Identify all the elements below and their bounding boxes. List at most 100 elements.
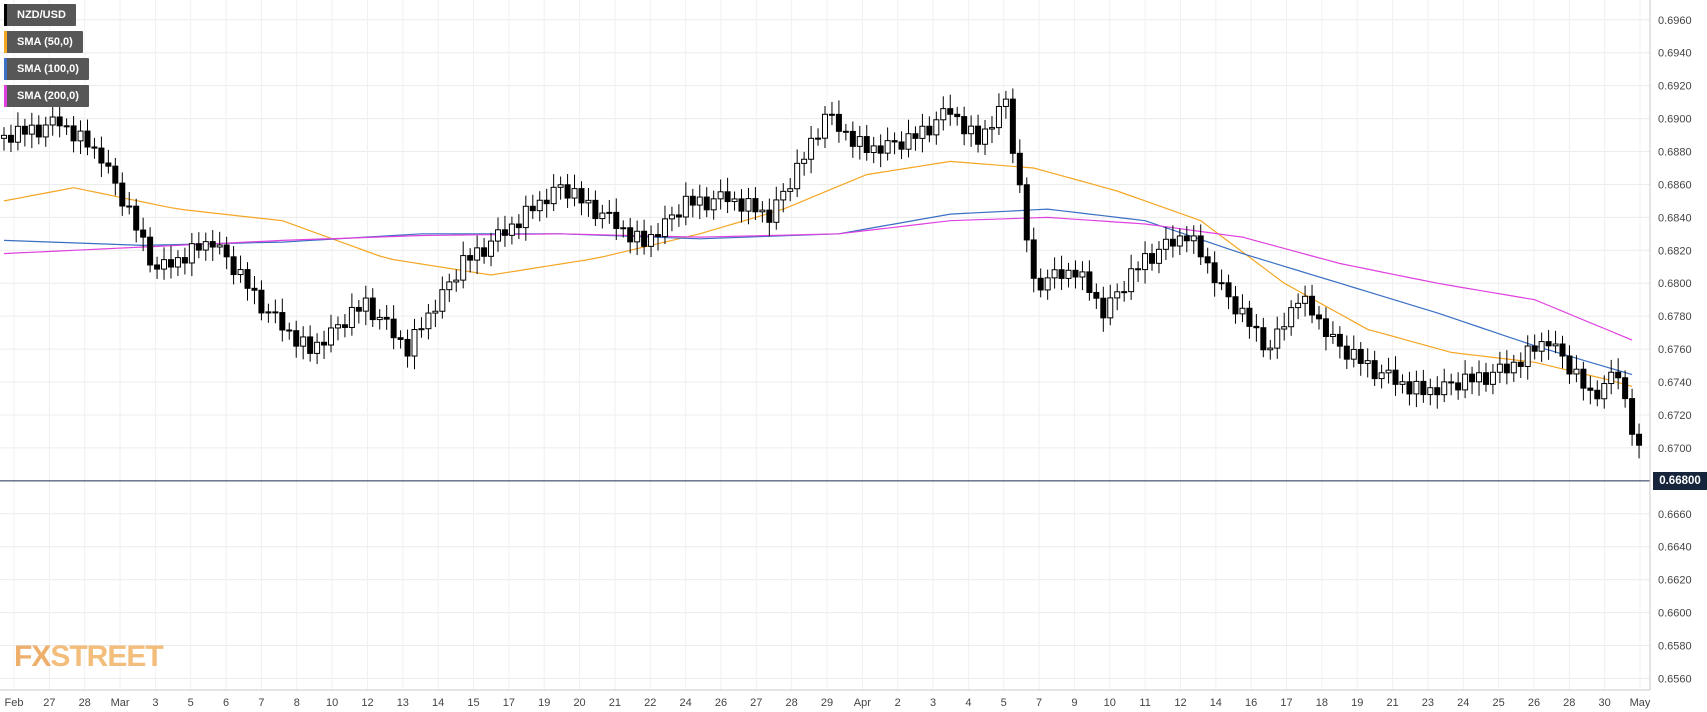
candle [1378, 364, 1385, 389]
candle [376, 309, 383, 330]
candle-body [397, 337, 404, 340]
candle-body [1072, 269, 1079, 278]
candle [286, 322, 293, 340]
candle [905, 119, 912, 158]
candle-body [404, 338, 411, 357]
candle [1615, 358, 1622, 390]
x-tick-label: 14 [1210, 697, 1222, 709]
x-tick-label: 14 [432, 697, 444, 709]
candle-body [1371, 360, 1378, 380]
candle [745, 187, 752, 225]
candle [1, 127, 7, 151]
candle-body [1538, 341, 1545, 352]
x-tick-label: 6 [223, 697, 229, 709]
candle [1100, 286, 1107, 332]
candle-body [585, 199, 592, 204]
candle [1232, 286, 1239, 324]
candle-body [1545, 341, 1552, 347]
candle-body [1044, 277, 1051, 291]
candle-body [613, 211, 620, 229]
legend-sma50-label: SMA (50,0) [17, 36, 73, 48]
candle-body [947, 108, 954, 115]
candle [731, 191, 738, 211]
x-tick-label: 26 [1528, 697, 1540, 709]
candle-body [1246, 307, 1253, 327]
candle [1524, 335, 1531, 380]
candle-body [286, 329, 293, 332]
candle-body [244, 269, 251, 289]
candle-body [1448, 381, 1455, 384]
candle-body [982, 128, 989, 145]
candle [1295, 293, 1302, 320]
candle [1434, 376, 1441, 409]
candle [1093, 283, 1100, 309]
candle-body [1399, 381, 1406, 385]
candle [1552, 330, 1559, 354]
candle [849, 121, 856, 158]
candle [1371, 350, 1378, 387]
candle-body [1580, 368, 1587, 389]
candle-body [1434, 387, 1441, 396]
candle-body [933, 119, 940, 136]
candle-body [1629, 398, 1636, 435]
candle-body [1462, 373, 1469, 391]
candle-body [307, 336, 314, 354]
candle [1559, 335, 1566, 369]
candle-body [369, 297, 376, 321]
sma200-line [3, 216, 1633, 341]
candle-body [258, 289, 265, 314]
candle-body [773, 199, 780, 223]
candle [898, 131, 905, 160]
legend-sma100[interactable]: SMA (100,0) [4, 58, 89, 80]
candle-body [1204, 256, 1211, 264]
candle-body [1336, 333, 1343, 347]
candle-body [321, 341, 328, 346]
candle-body [975, 125, 982, 145]
x-axis: Feb 27 28 Mar 3 5 6 7 8 10 12 13 14 15 17 19 20 21 22 24 26 2… [0, 689, 1651, 709]
candle-body [1622, 377, 1629, 400]
candle [481, 237, 488, 264]
candle [828, 101, 835, 126]
candle-body [188, 243, 195, 264]
candle [362, 285, 369, 326]
candle [780, 183, 787, 213]
logo-street: STREET [50, 640, 163, 673]
candle [223, 236, 230, 270]
candle [1302, 285, 1309, 317]
candle-body [731, 198, 738, 203]
candle [341, 314, 348, 338]
candle-body [1357, 348, 1364, 364]
legend-sma50[interactable]: SMA (50,0) [4, 31, 83, 53]
candle-body [1587, 387, 1594, 391]
candle [216, 231, 223, 255]
candle-body [1322, 318, 1329, 337]
candle-body [418, 328, 425, 331]
candle [272, 299, 279, 324]
candle [1608, 359, 1615, 395]
candle-body [508, 223, 515, 236]
candle [1496, 351, 1503, 383]
candle-body [140, 229, 147, 238]
candle [564, 174, 571, 208]
candle-body [1239, 307, 1246, 315]
candle [1503, 350, 1510, 385]
candle [195, 232, 202, 259]
candle [940, 96, 947, 131]
legend-sma200[interactable]: SMA (200,0) [4, 85, 89, 107]
candle-body [801, 158, 808, 164]
x-tick-label: 16 [1245, 697, 1257, 709]
legend: NZD/USD SMA (50,0) SMA (100,0) SMA (200,… [4, 4, 89, 112]
candle-body [1385, 369, 1392, 374]
candle-body [578, 188, 585, 204]
x-tick-label: 12 [1174, 697, 1186, 709]
candle-body [877, 145, 884, 154]
candle [1121, 280, 1128, 302]
candle-body [849, 130, 856, 147]
candle-body [1086, 271, 1093, 293]
candle [105, 149, 112, 174]
candle [460, 241, 467, 289]
x-tick-label: 4 [965, 697, 971, 709]
candle [1107, 284, 1114, 326]
legend-symbol[interactable]: NZD/USD [4, 4, 76, 26]
